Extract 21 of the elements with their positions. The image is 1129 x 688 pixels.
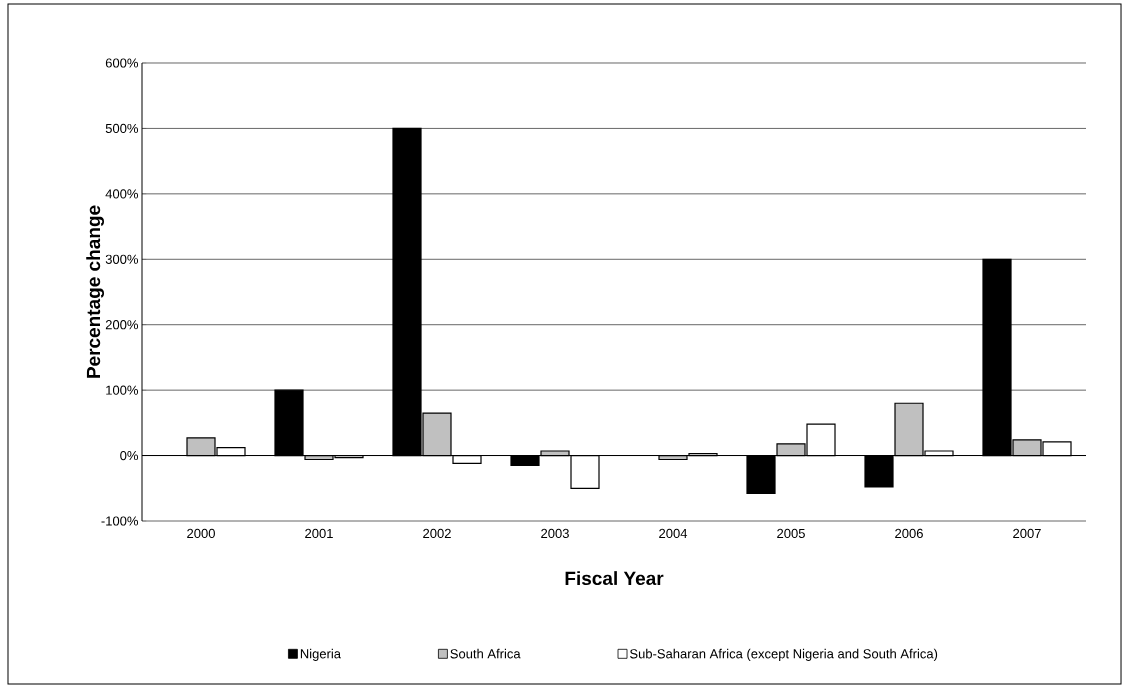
y-tick-label: 0% — [120, 450, 139, 461]
x-tick-label: 2000 — [187, 528, 215, 538]
x-tick-label: 2004 — [659, 528, 688, 538]
y-tick-label: 300% — [105, 254, 139, 264]
y-axis-title: Percentage change — [86, 205, 105, 378]
x-tick-label: 2002 — [423, 528, 451, 538]
x-tick-label: 2005 — [777, 528, 805, 538]
x-tick-label: 2006 — [895, 528, 923, 538]
legend-label: Sub-Saharan Africa (except Nigeria and South Africa) — [630, 648, 938, 661]
legend-label: South Africa — [450, 648, 521, 659]
y-tick-label: 400% — [105, 189, 139, 199]
y-tick-label: 600% — [105, 58, 139, 68]
x-axis-title: Fiscal Year — [565, 571, 664, 586]
x-tick-label: 2003 — [541, 528, 569, 538]
y-tick-label: 100% — [106, 385, 139, 395]
legend-label: Nigeria — [300, 648, 341, 661]
y-tick-label: -100% — [101, 516, 139, 526]
x-tick-label: 2001 — [305, 528, 333, 538]
y-tick-label: 200% — [105, 320, 139, 330]
x-tick-label: 2007 — [1013, 528, 1041, 538]
y-tick-label: 500% — [105, 123, 139, 134]
